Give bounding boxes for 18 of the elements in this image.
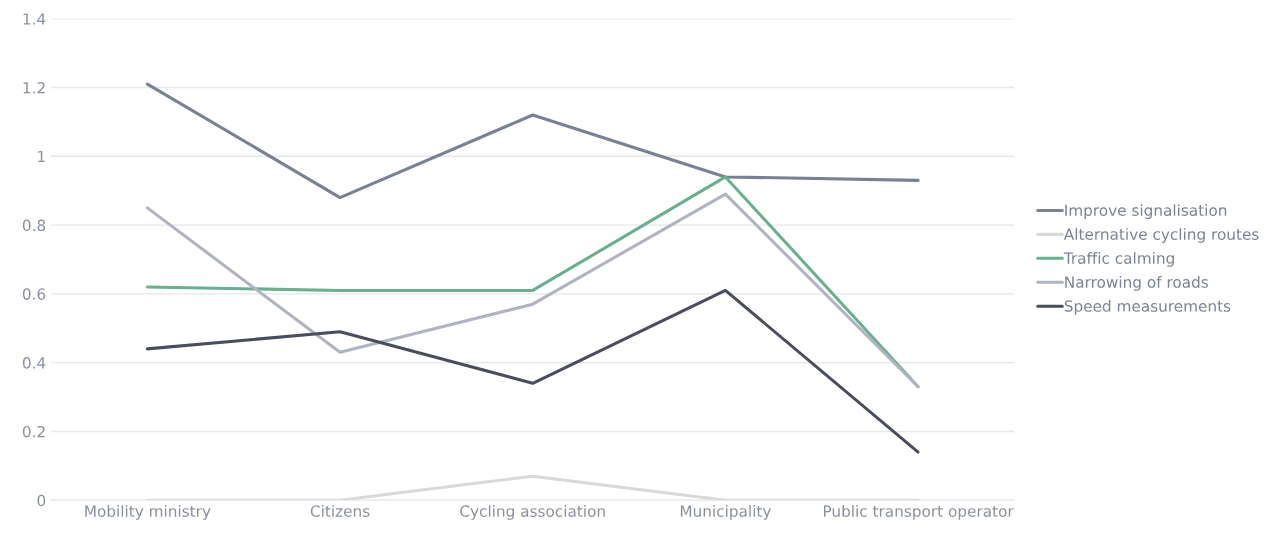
legend-label: Alternative cycling routes	[1063, 228, 1259, 243]
legend-label: Speed measurements	[1064, 299, 1231, 315]
y-tick-label: 1.2	[23, 81, 45, 94]
legend-label: Traffic calming	[1063, 252, 1174, 267]
x-tick-label: Cycling association	[460, 505, 605, 520]
x-tick-label: Municipality	[680, 505, 771, 520]
y-tick-label: 0.2	[22, 425, 45, 438]
y-tick-label: 0.4	[22, 357, 46, 369]
y-tick-label: 1.4	[23, 13, 46, 25]
y-tick-label: 1	[38, 150, 45, 163]
x-tick-label: Mobility ministry	[85, 505, 211, 520]
y-tick-label: 0	[37, 494, 46, 507]
y-tick-label: 0.8	[22, 219, 46, 232]
legend-label: Narrowing of roads	[1065, 276, 1208, 291]
x-tick-label: Citizens	[310, 505, 370, 517]
legend-label: Improve signalisation	[1065, 204, 1227, 219]
x-tick-label: Public transport operator	[823, 505, 1014, 520]
y-tick-label: 0.6	[22, 288, 46, 300]
